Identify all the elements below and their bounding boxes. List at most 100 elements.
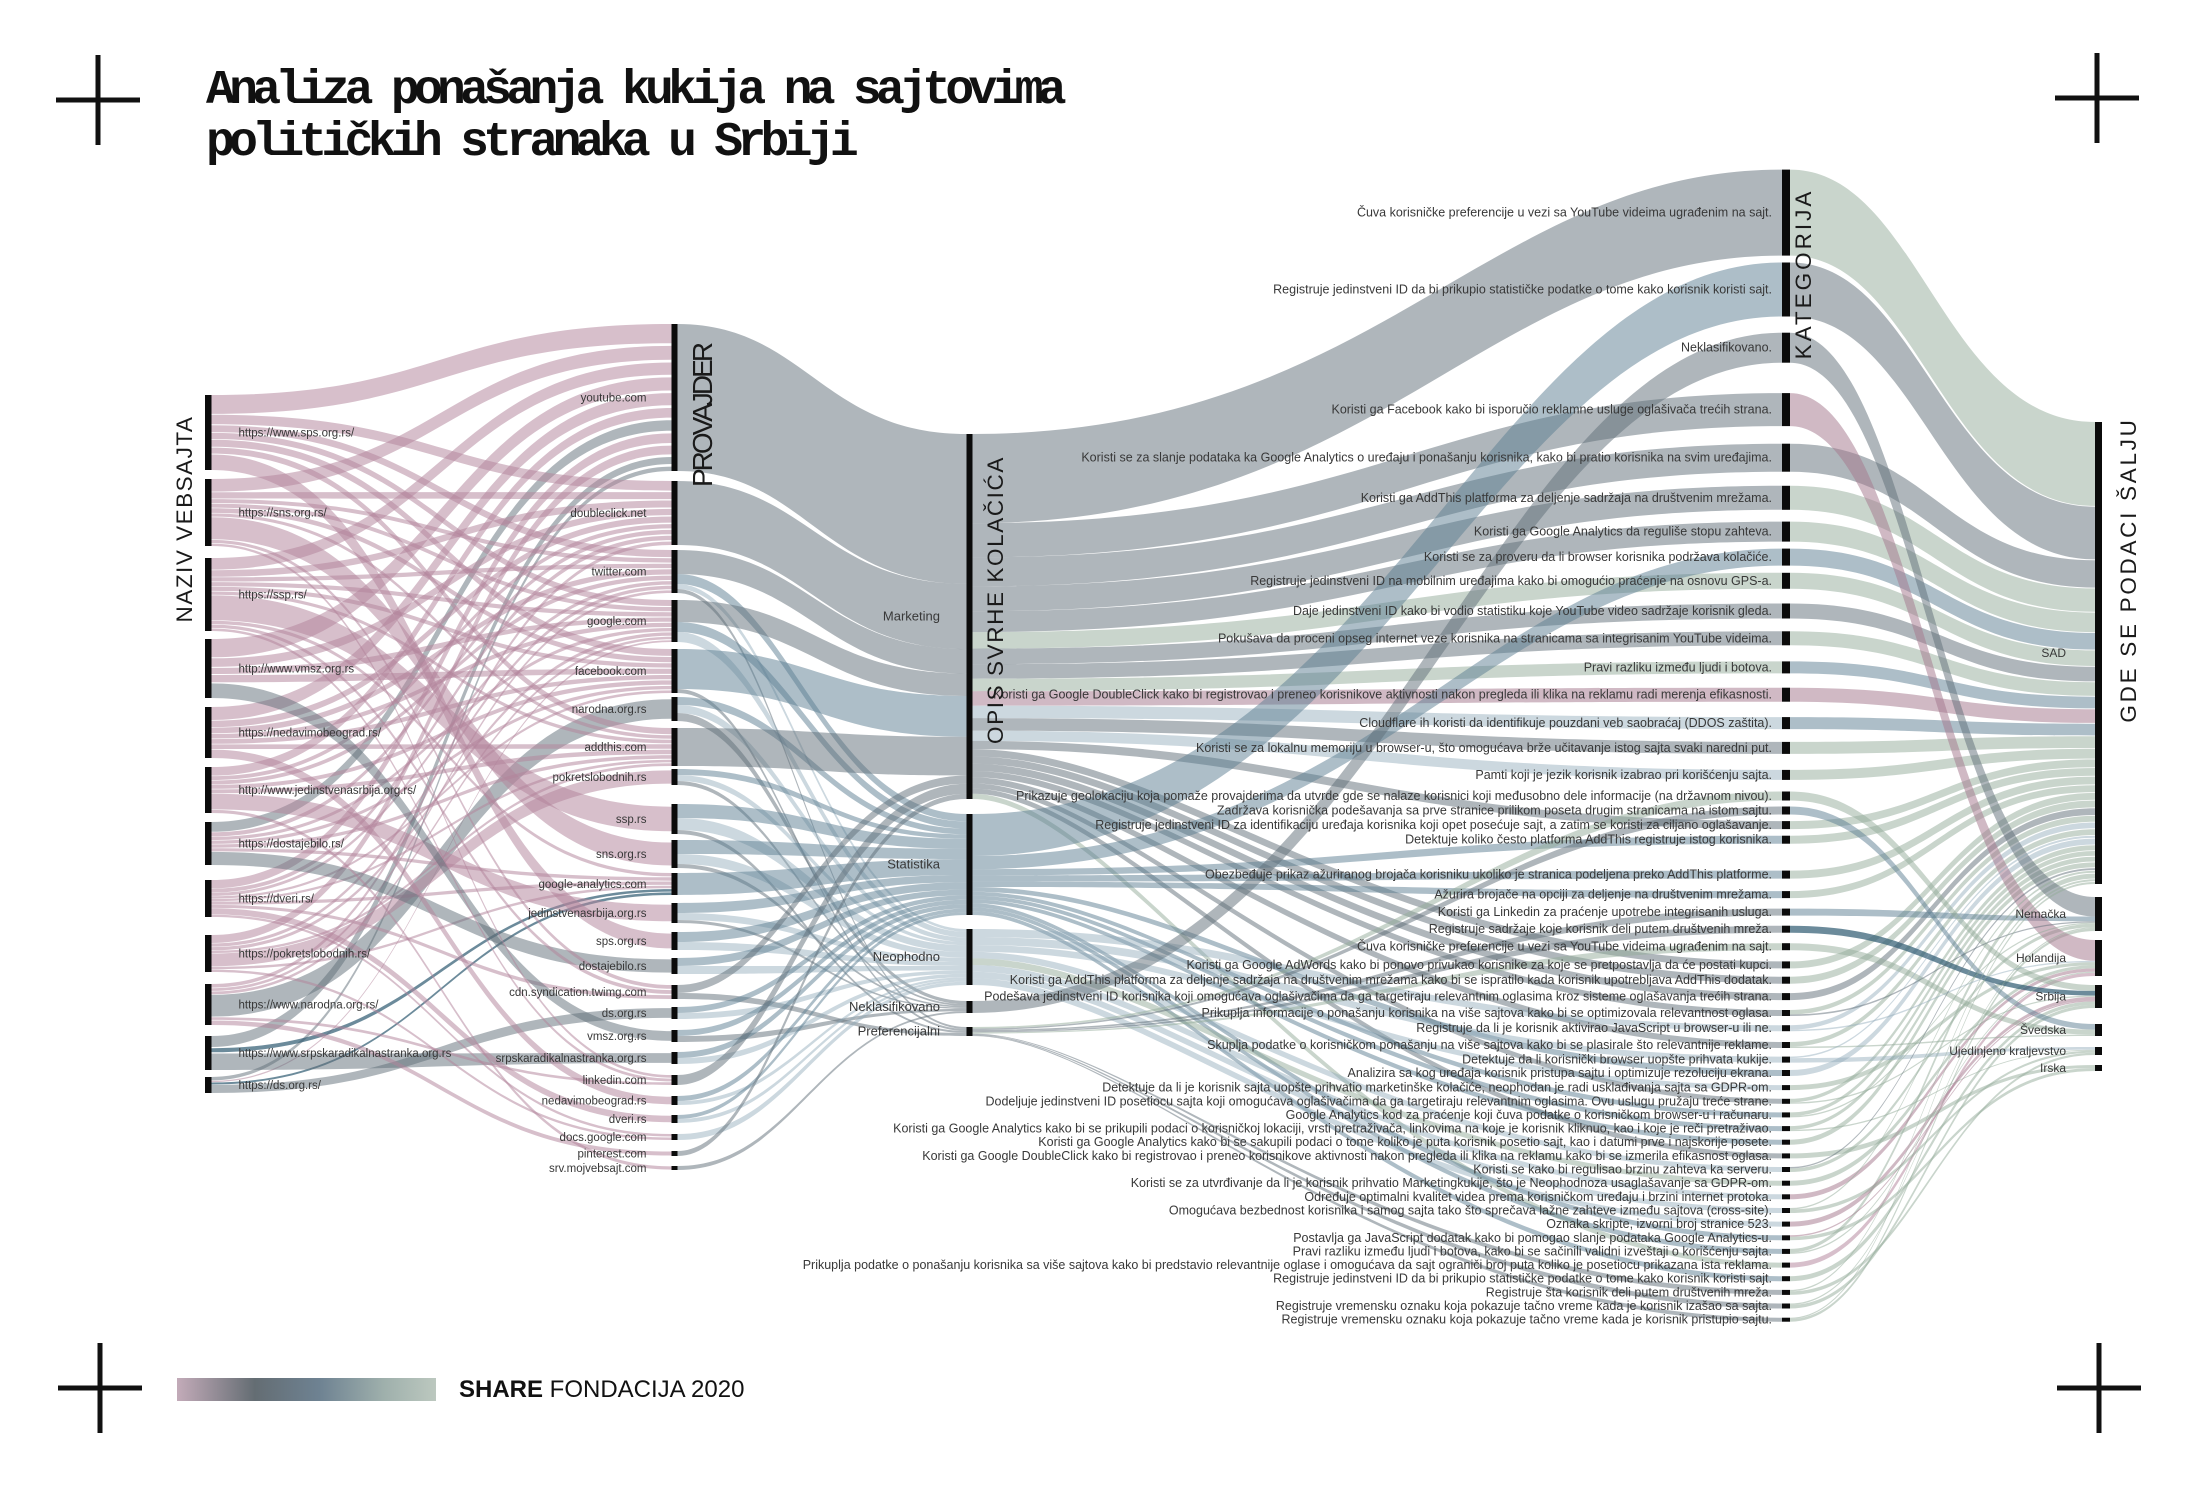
svg-text:Cloudflare ih koristi da ident: Cloudflare ih koristi da identifikuje po… [1359,716,1772,730]
svg-text:političkih stranaka u Srbiji: političkih stranaka u Srbiji [206,116,857,170]
svg-text:Neklasifikovano: Neklasifikovano [849,999,940,1014]
svg-text:nedavimobeograd.rs: nedavimobeograd.rs [542,1096,647,1108]
svg-text:srpskaradikalnastranka.org.rs: srpskaradikalnastranka.org.rs [496,1053,647,1065]
svg-text:Skuplja podatke o korisničkom: Skuplja podatke o korisničkom ponašanju … [1207,1038,1772,1052]
svg-text:http://www.jedinstvenasrbija.o: http://www.jedinstvenasrbija.org.rs/ [239,785,417,797]
svg-text:https://pokretslobodnih.rs/: https://pokretslobodnih.rs/ [239,949,371,961]
svg-text:Omogućava bezbednost korisnika: Omogućava bezbednost korisnika i samog s… [1169,1204,1772,1218]
svg-text:Koristi ga Google Analytics ka: Koristi ga Google Analytics kako bi se p… [893,1122,1772,1136]
svg-text:Holandija: Holandija [2016,951,2066,965]
svg-text:Obezbeđuje prikaz ažuriranog b: Obezbeđuje prikaz ažuriranog brojača kor… [1205,868,1772,882]
svg-text:pokretslobodnih.rs: pokretslobodnih.rs [553,772,647,784]
svg-text:SAD: SAD [2041,646,2066,660]
svg-text:Koristi ga Google Analytics ka: Koristi ga Google Analytics kako bi se s… [1038,1135,1772,1149]
svg-text:Pravi razliku između ljudi i b: Pravi razliku između ljudi i botova. [1584,660,1772,674]
svg-text:ds.org.rs: ds.org.rs [602,1008,647,1020]
svg-text:Podešava jedinstveni ID korisn: Podešava jedinstveni ID korisnika koji o… [984,990,1772,1004]
svg-text:https://ds.org.rs/: https://ds.org.rs/ [239,1080,322,1092]
svg-text:Oznaka skripte, izvorni broj s: Oznaka skripte, izvorni broj stranice 52… [1546,1217,1772,1231]
svg-text:https://ssp.rs/: https://ssp.rs/ [239,590,308,602]
svg-text:Registruje jedinstveni ID na m: Registruje jedinstveni ID na mobilnim ur… [1250,574,1772,588]
svg-text:Daje jedinstveni ID kako bi vo: Daje jedinstveni ID kako bi vodio statis… [1293,604,1772,618]
svg-text:addthis.com: addthis.com [584,742,646,754]
svg-text:Koristi ga Google DoubleClick: Koristi ga Google DoubleClick kako bi re… [993,688,1772,702]
svg-text:Postavlja ga JavaScript dodata: Postavlja ga JavaScript dodatak kako bi … [1293,1231,1772,1245]
svg-text:https://sns.org.rs/: https://sns.org.rs/ [239,508,328,520]
svg-text:Pravi razliku između ljudi i b: Pravi razliku između ljudi i botova, kak… [1293,1244,1772,1258]
svg-text:doubleclick.net: doubleclick.net [570,508,647,520]
svg-text:jedinstvenasrbija.org.rs: jedinstvenasrbija.org.rs [527,908,647,920]
svg-text:sns.org.rs: sns.org.rs [596,849,647,861]
svg-text:Koristi ga AddThis platforma z: Koristi ga AddThis platforma za deljenje… [1010,973,1772,987]
svg-text:Detektuje koliko često platfor: Detektuje koliko često platforma AddThis… [1405,833,1772,847]
svg-text:Koristi ga Facebook kako bi is: Koristi ga Facebook kako bi isporučio re… [1331,403,1772,417]
svg-text:Dodeljuje jedinstveni ID poset: Dodeljuje jedinstveni ID posetiocu sajta… [985,1094,1772,1108]
svg-text:Registruje jedinstveni ID za i: Registruje jedinstveni ID za identifikac… [1095,818,1772,832]
svg-text:facebook.com: facebook.com [575,666,647,678]
svg-text:Google Analytics kod za praćen: Google Analytics kod za praćenje koji ču… [1286,1108,1772,1122]
svg-text:cdn.syndication.twimg.com: cdn.syndication.twimg.com [509,987,646,999]
svg-text:Marketing: Marketing [883,609,940,624]
svg-text:Koristi ga Linkedin za praćenj: Koristi ga Linkedin za praćenje upotrebe… [1438,905,1772,919]
svg-text:Ažurira brojače na opciji za d: Ažurira brojače na opciji za deljenje na… [1434,888,1772,902]
svg-text:Analiza ponašanja kukija na sa: Analiza ponašanja kukija na sajtovima [206,64,1066,118]
svg-text:PROVAJDER: PROVAJDER [687,343,718,487]
svg-text:Koristi se za slanje podataka: Koristi se za slanje podataka ka Google … [1081,451,1772,465]
svg-text:Prikuplja informacije o ponaša: Prikuplja informacije o ponašanju korisn… [1202,1006,1772,1020]
svg-text:Neklasifikovano.: Neklasifikovano. [1681,341,1772,355]
svg-text:Čuva korisničke preferencije u: Čuva korisničke preferencije u vezi sa Y… [1357,205,1772,220]
svg-text:Pamti koji je jezik korisnik i: Pamti koji je jezik korisnik izabrao pri… [1475,768,1772,782]
svg-text:google.com: google.com [587,616,646,628]
svg-text:Određuje optimalni kvalitet vi: Određuje optimalni kvalitet videa prema … [1304,1190,1772,1204]
svg-text:youtube.com: youtube.com [581,393,647,405]
svg-text:Registruje šta korisnik deli p: Registruje šta korisnik deli putem društ… [1486,1285,1772,1299]
svg-text:dveri.rs: dveri.rs [609,1114,647,1126]
svg-text:Detektuje da li korisnički bro: Detektuje da li korisnički browser uopšt… [1462,1053,1772,1067]
svg-text:Koristi se za lokalnu memoriju: Koristi se za lokalnu memoriju u browser… [1196,741,1772,755]
svg-text:Prikuplja podatke o ponašanju: Prikuplja podatke o ponašanju korisnika … [803,1258,1772,1272]
svg-text:https://nedavimobeograd.rs/: https://nedavimobeograd.rs/ [239,728,382,740]
svg-text:SHARE FONDACIJA 2020: SHARE FONDACIJA 2020 [459,1376,744,1403]
svg-text:vmsz.org.rs: vmsz.org.rs [587,1031,647,1043]
svg-text:ssp.rs: ssp.rs [616,814,647,826]
svg-text:Prikazuje geolokaciju koja pom: Prikazuje geolokaciju koja pomaže provaj… [1016,789,1772,803]
svg-text:Irska: Irska [2040,1061,2066,1075]
svg-text:Statistika: Statistika [887,857,941,872]
svg-text:srv.mojvebsajt.com: srv.mojvebsajt.com [549,1163,647,1175]
svg-text:Koristi se kako bi regulisao b: Koristi se kako bi regulisao brzinu zaht… [1473,1163,1772,1177]
svg-text:pinterest.com: pinterest.com [577,1149,646,1161]
svg-text:google-analytics.com: google-analytics.com [538,879,646,891]
svg-text:https://dveri.rs/: https://dveri.rs/ [239,894,315,906]
svg-text:Neophodno: Neophodno [873,949,940,964]
svg-text:Registruje da li je korisnik a: Registruje da li je korisnik aktivirao J… [1416,1021,1772,1035]
svg-text:Zadržava korisnička podešavanj: Zadržava korisnička podešavanja sa prve … [1217,804,1772,818]
svg-text:Detektuje da li je korisnik sa: Detektuje da li je korisnik sajta uopšte… [1102,1081,1772,1095]
svg-text:Preferencijalni: Preferencijalni [858,1024,940,1039]
svg-text:GDE SE PODACI ŠALJU: GDE SE PODACI ŠALJU [2116,417,2141,722]
svg-text:Registruje sadržaje koje koris: Registruje sadržaje koje korisnik deli p… [1429,922,1772,936]
svg-text:https://www.narodna.org.rs/: https://www.narodna.org.rs/ [239,1000,380,1012]
svg-text:linkedin.com: linkedin.com [583,1075,647,1087]
svg-text:Koristi se za proveru da li br: Koristi se za proveru da li browser kori… [1424,550,1772,564]
svg-text:sps.org.rs: sps.org.rs [596,936,647,948]
svg-text:Čuva korisničke preferencije u: Čuva korisničke preferencije u vezi sa Y… [1357,939,1772,954]
svg-text:narodna.org.rs: narodna.org.rs [572,704,647,716]
svg-text:Koristi ga AddThis platforma z: Koristi ga AddThis platforma za deljenje… [1361,491,1772,505]
svg-text:Pokušava da proceni opseg inte: Pokušava da proceni opseg internet veze … [1218,631,1772,645]
svg-text:Ujedinjeno kraljevstvo: Ujedinjeno kraljevstvo [1949,1044,2066,1058]
svg-text:Koristi ga Google AdWords kako: Koristi ga Google AdWords kako bi ponovo… [1186,958,1772,972]
svg-text:https://www.srpskaradikalnastr: https://www.srpskaradikalnastranka.org.r… [239,1048,452,1060]
svg-text:NAZIV VEBSAJTA: NAZIV VEBSAJTA [172,416,197,623]
svg-text:Koristi ga Google DoubleClick: Koristi ga Google DoubleClick kako bi re… [922,1149,1772,1163]
svg-text:Koristi ga Google Analytics da: Koristi ga Google Analytics da reguliše … [1474,525,1772,539]
svg-text:Analizira sa kog uređaja koris: Analizira sa kog uređaja korisnik pristu… [1347,1066,1772,1080]
svg-text:Nemačka: Nemačka [2015,907,2066,921]
svg-text:https://dostajebilo.rs/: https://dostajebilo.rs/ [239,839,345,851]
svg-text:Registruje jedinstveni ID da b: Registruje jedinstveni ID da bi prikupio… [1273,1272,1772,1286]
svg-text:Registruje vremensku oznaku ko: Registruje vremensku oznaku koja pokazuj… [1276,1299,1772,1313]
svg-text:docs.google.com: docs.google.com [560,1132,647,1144]
svg-text:http://www.vmsz.org.rs: http://www.vmsz.org.rs [239,664,355,676]
svg-text:Koristi se za utvrđivanje da l: Koristi se za utvrđivanje da li je koris… [1131,1176,1772,1190]
svg-text:https://www.sps.org.rs/: https://www.sps.org.rs/ [239,428,355,440]
svg-text:OPIS SVRHE KOLAČIĆA: OPIS SVRHE KOLAČIĆA [983,456,1008,744]
